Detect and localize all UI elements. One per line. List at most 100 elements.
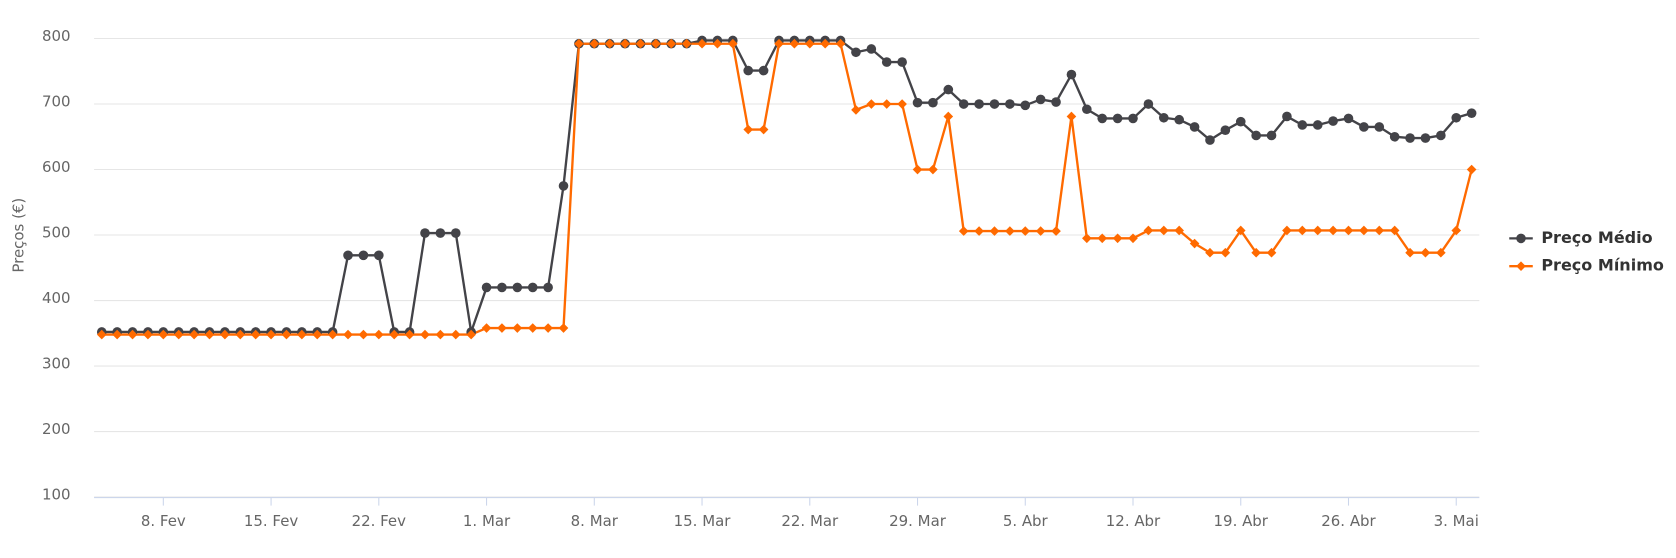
data-point [958,226,969,236]
data-point [343,250,353,261]
data-point [1312,120,1323,130]
legend-label: Preço Mínimo [1541,256,1664,275]
data-point [1189,122,1200,132]
x-tick-label: 22. Fev [352,512,407,530]
data-point [543,323,553,333]
data-point [1451,112,1462,123]
data-point [1189,238,1200,249]
data-point [266,329,276,340]
x-tick-label: 5. Abr [1003,512,1049,530]
data-point [1389,225,1400,236]
data-point [881,99,892,109]
data-point [358,329,369,340]
data-point [1220,125,1231,136]
data-point [435,228,446,238]
data-point [1097,113,1108,124]
data-point [912,164,923,175]
data-point [943,111,954,122]
data-point [281,329,292,340]
data-point [1005,226,1015,236]
data-point [481,282,492,293]
data-point [1466,164,1477,175]
data-point [1005,99,1015,109]
data-point [450,228,461,238]
data-point [1143,99,1154,109]
data-point [604,38,615,49]
data-point [866,44,877,54]
data-point [1282,111,1292,122]
data-point [1051,226,1061,236]
data-point [420,228,430,238]
data-point [327,329,338,340]
y-tick-label: 300 [42,354,71,372]
data-point [743,65,754,76]
data-point [666,38,677,49]
data-point [1128,233,1138,244]
data-point [1420,247,1431,258]
data-point [1297,225,1308,236]
x-tick-label: 15. Fev [244,512,299,530]
x-tick-label: 15. Mar [674,512,732,530]
data-point [912,97,923,108]
data-point [96,329,107,340]
data-point [1082,104,1092,115]
x-tick-label: 8. Fev [141,512,186,530]
data-point [928,97,938,108]
data-point [1143,225,1154,236]
data-point [204,329,215,340]
data-point [635,38,646,49]
data-point [1174,225,1184,236]
data-point [1374,225,1385,236]
data-point [1297,120,1308,130]
series-line [101,39,1472,334]
data-point [974,99,984,109]
x-tick-label: 22. Mar [781,512,839,530]
data-point [835,38,846,49]
data-point [158,329,169,340]
data-point [1020,100,1031,111]
data-point [758,65,769,76]
data-point [1374,122,1385,132]
data-point [1112,113,1123,124]
data-point [527,323,538,333]
data-point [897,99,907,109]
data-point [450,329,461,340]
legend-symbol [1516,261,1526,271]
data-point [758,124,769,135]
data-point [1066,111,1077,122]
data-point [851,47,861,58]
data-point [1128,113,1138,124]
data-point [1405,133,1415,143]
data-point [1097,233,1108,244]
y-tick-label: 600 [42,158,71,176]
data-point [1035,226,1046,236]
data-point [497,282,507,293]
data-point [1158,225,1169,236]
data-point [1235,116,1246,127]
series-line [101,42,1473,336]
data-point [1343,225,1354,236]
data-point [512,323,523,333]
data-point [143,329,153,340]
y-tick-label: 800 [42,27,71,45]
y-tick-label: 200 [42,420,71,438]
data-point [697,38,707,49]
data-point [558,323,569,333]
data-point [989,226,1000,236]
data-point [681,38,692,49]
data-point [1066,69,1077,80]
data-point [543,282,553,293]
data-point [974,226,984,236]
data-point [374,250,384,261]
data-point [1112,233,1123,244]
data-point [851,105,861,115]
data-point [620,38,630,49]
data-point [789,38,800,49]
y-tick-label: 700 [42,92,71,110]
data-point [358,250,369,261]
data-point [1436,130,1446,141]
data-point [343,329,353,340]
data-point [1359,122,1369,132]
y-tick-label: 100 [42,485,71,503]
data-point [389,329,400,340]
